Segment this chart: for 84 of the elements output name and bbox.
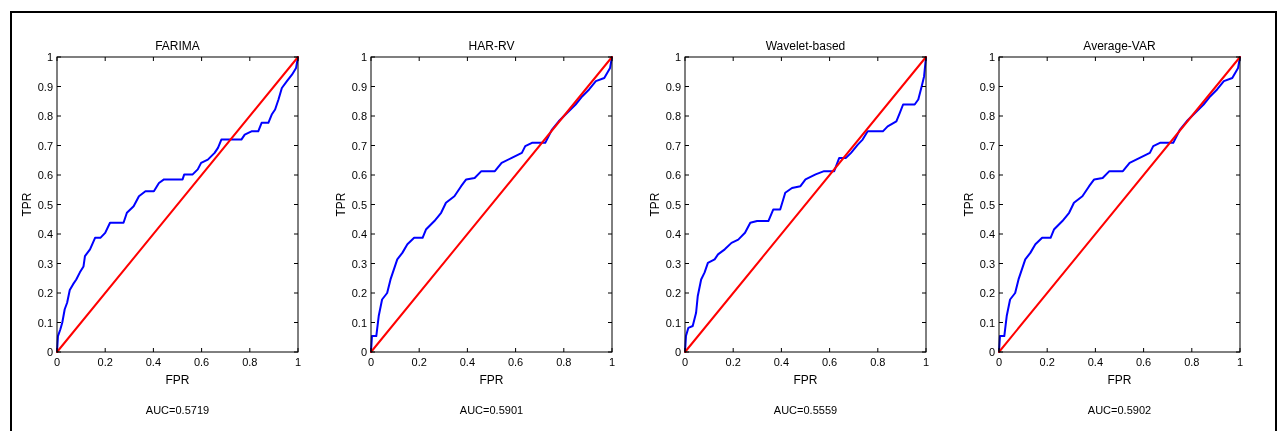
- y-tick-label: 0.6: [37, 169, 53, 181]
- x-axis-title: FPR: [793, 373, 818, 387]
- y-tick-label: 0.5: [37, 198, 53, 211]
- y-tick-label: 0: [46, 346, 53, 358]
- y-tick-label: 0.3: [665, 257, 681, 270]
- y-tick-label: 0.1: [351, 316, 367, 329]
- y-tick-label: 0.5: [979, 198, 995, 211]
- y-axis-title: TPR: [648, 192, 662, 217]
- y-axis-title: TPR: [20, 192, 34, 217]
- y-tick-label: 0.8: [979, 110, 995, 122]
- x-tick-label: 0.8: [242, 356, 258, 368]
- y-tick-label: 0: [674, 346, 681, 358]
- y-tick-label: 1: [674, 51, 681, 63]
- y-tick-label: 0.4: [37, 228, 53, 240]
- x-tick-label: 1: [608, 356, 616, 368]
- y-tick-label: 0.7: [37, 139, 53, 152]
- y-tick-label: 0.2: [665, 287, 681, 299]
- x-axis-title: FPR: [479, 373, 504, 387]
- y-axis-title: TPR: [962, 192, 976, 217]
- x-tick-label: 1: [1236, 356, 1244, 368]
- y-tick-label: 0.3: [979, 257, 995, 270]
- x-tick-label: 0.4: [773, 356, 790, 368]
- y-tick-label: 0.6: [351, 169, 367, 181]
- text: AUC=0.5901: [459, 404, 524, 416]
- x-tick-label: 0.8: [870, 356, 886, 368]
- chart-title: FARIMA: [155, 39, 200, 53]
- x-tick-label: 0.6: [193, 356, 210, 368]
- chart-title: Wavelet-based: [765, 39, 846, 53]
- x-tick-label: 0.8: [556, 356, 572, 368]
- y-tick-label: 0.4: [665, 228, 681, 240]
- x-axis-title: FPR: [165, 373, 190, 387]
- y-tick-label: 0.9: [979, 80, 995, 93]
- chart-title: Average-VAR: [1083, 39, 1156, 53]
- y-tick-label: 0.5: [351, 198, 367, 211]
- x-tick-label: 0.4: [1087, 356, 1104, 368]
- x-tick-label: 0.8: [1184, 356, 1200, 368]
- y-tick-label: 0.2: [351, 287, 367, 299]
- text: AUC=0.5559: [773, 404, 838, 416]
- y-tick-label: 0.1: [979, 316, 995, 329]
- y-tick-label: 0.6: [665, 169, 681, 181]
- y-tick-label: 0.9: [665, 80, 681, 93]
- x-tick-label: 0.6: [1135, 356, 1152, 368]
- x-tick-label: 0.2: [97, 356, 113, 368]
- x-tick-label: 0.2: [411, 356, 427, 368]
- line-series: [370, 56, 613, 353]
- text: AUC=0.5719: [145, 404, 210, 416]
- line-series: [684, 56, 927, 353]
- line-series: [998, 56, 1241, 353]
- x-tick-label: 0.6: [507, 356, 524, 368]
- text: AUC=0.5902: [1087, 404, 1152, 416]
- x-axis-title: FPR: [1107, 373, 1132, 387]
- x-tick-label: 0.4: [459, 356, 476, 368]
- y-tick-label: 0.4: [351, 228, 367, 240]
- y-tick-label: 0.7: [665, 139, 681, 152]
- y-tick-label: 0.8: [665, 110, 681, 122]
- y-tick-label: 0.1: [665, 316, 681, 329]
- chart-title: HAR-RV: [468, 39, 515, 53]
- x-tick-label: 0.4: [145, 356, 162, 368]
- y-tick-label: 1: [988, 51, 995, 63]
- x-tick-label: 0.2: [725, 356, 741, 368]
- y-tick-label: 0.9: [351, 80, 367, 93]
- y-tick-label: 0.6: [979, 169, 995, 181]
- x-tick-label: 0.6: [821, 356, 838, 368]
- y-tick-label: 0.3: [351, 257, 367, 270]
- x-tick-label: 1: [294, 356, 302, 368]
- y-tick-label: 0.8: [351, 110, 367, 122]
- y-axis-title: TPR: [334, 192, 348, 217]
- x-tick-label: 1: [922, 356, 930, 368]
- line-series: [56, 56, 299, 353]
- y-tick-label: 0.1: [37, 316, 53, 329]
- y-tick-label: 0.2: [37, 287, 53, 299]
- y-tick-label: 0.4: [979, 228, 995, 240]
- y-tick-label: 0.5: [665, 198, 681, 211]
- y-tick-label: 1: [46, 51, 53, 63]
- y-tick-label: 0.7: [979, 139, 995, 152]
- x-tick-label: 0.2: [1039, 356, 1055, 368]
- y-tick-label: 0.8: [37, 110, 53, 122]
- y-tick-label: 0.9: [37, 80, 53, 93]
- y-tick-label: 0.7: [351, 139, 367, 152]
- y-tick-label: 0: [360, 346, 367, 358]
- y-tick-label: 1: [360, 51, 367, 63]
- y-tick-label: 0.2: [979, 287, 995, 299]
- y-tick-label: 0.3: [37, 257, 53, 270]
- y-tick-label: 0: [988, 346, 995, 358]
